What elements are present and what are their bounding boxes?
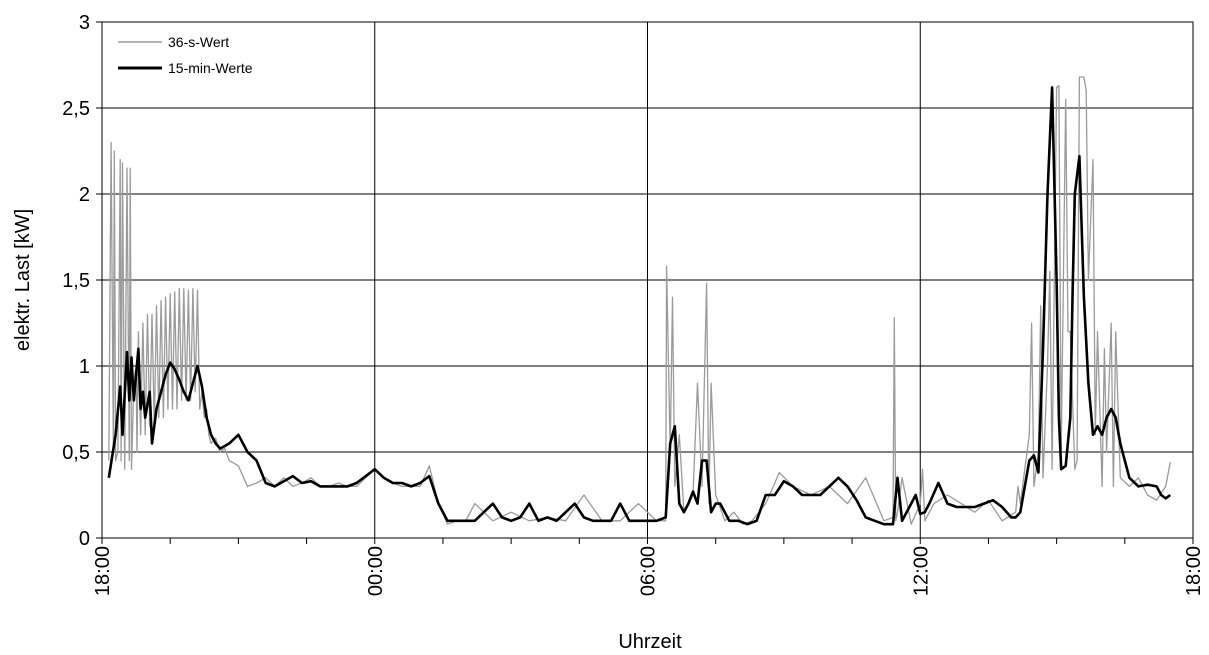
legend-box bbox=[114, 27, 310, 81]
x-tick-label-0: 18:00 bbox=[92, 546, 114, 596]
x-tick-label-3: 12:00 bbox=[910, 546, 932, 596]
series-line-15min bbox=[107, 86, 1172, 526]
series-layer bbox=[107, 76, 1172, 526]
y-axis: 0 0,5 1 1,5 2 2,5 3 bbox=[62, 12, 102, 550]
x-tick-label-2: 06:00 bbox=[638, 546, 660, 596]
legend-label-36s: 36-s-Wert bbox=[168, 34, 229, 50]
x-tick-label-4: 18:00 bbox=[1183, 546, 1205, 596]
y-tick-label-1: 0,5 bbox=[62, 442, 90, 464]
y-tick-label-0: 0 bbox=[79, 528, 90, 550]
y-tick-label-2: 1 bbox=[79, 356, 90, 378]
series-line-36s bbox=[108, 76, 1171, 525]
x-tick-label-1: 00:00 bbox=[365, 546, 387, 596]
y-tick-label-4: 2 bbox=[79, 184, 90, 206]
x-axis: 18:00 00:00 06:00 12:00 18:00 bbox=[92, 538, 1205, 596]
legend-label-15min: 15-min-Werte bbox=[168, 60, 253, 76]
y-tick-label-5: 2,5 bbox=[62, 98, 90, 120]
x-axis-title: Uhrzeit bbox=[618, 631, 682, 653]
y-tick-label-6: 3 bbox=[79, 12, 90, 34]
y-axis-title: elektr. Last [kW] bbox=[12, 209, 34, 351]
y-tick-label-3: 1,5 bbox=[62, 270, 90, 292]
legend: 36-s-Wert 15-min-Werte bbox=[114, 27, 310, 81]
